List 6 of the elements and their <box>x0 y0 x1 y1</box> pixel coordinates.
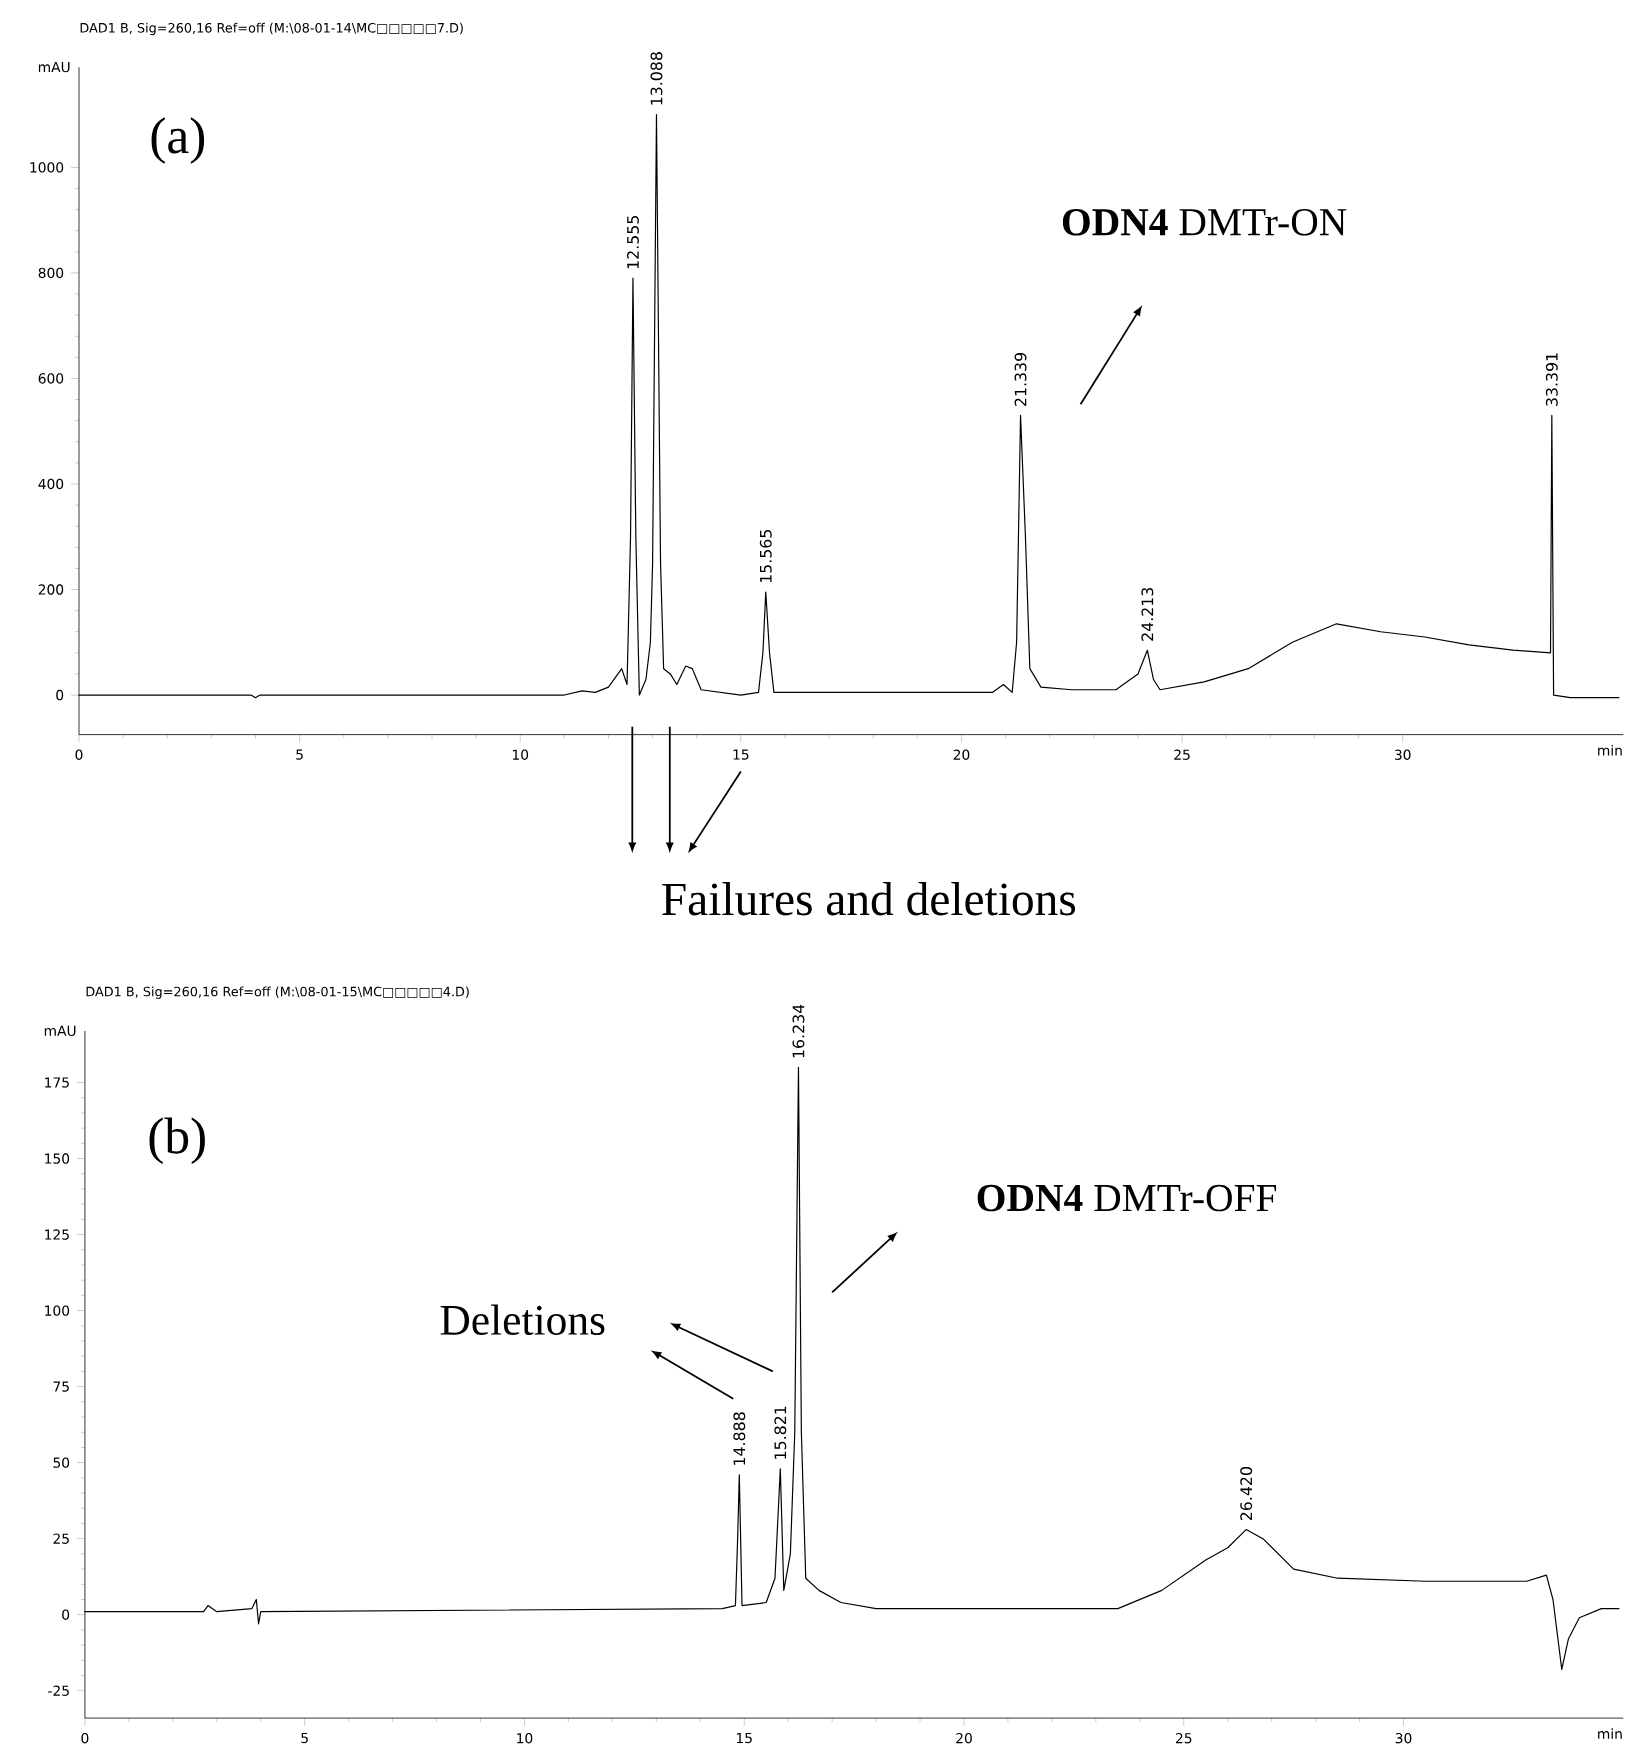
annotation: ODN4 DMTr-OFF <box>978 1184 1277 1212</box>
annotation: Deletions <box>441 1304 605 1336</box>
text: (b) <box>149 1117 206 1165</box>
text: Failures and deletions <box>662 882 1076 916</box>
annotation: ODN4 DMTr-ON <box>1063 209 1347 236</box>
text: (a) <box>151 117 205 164</box>
